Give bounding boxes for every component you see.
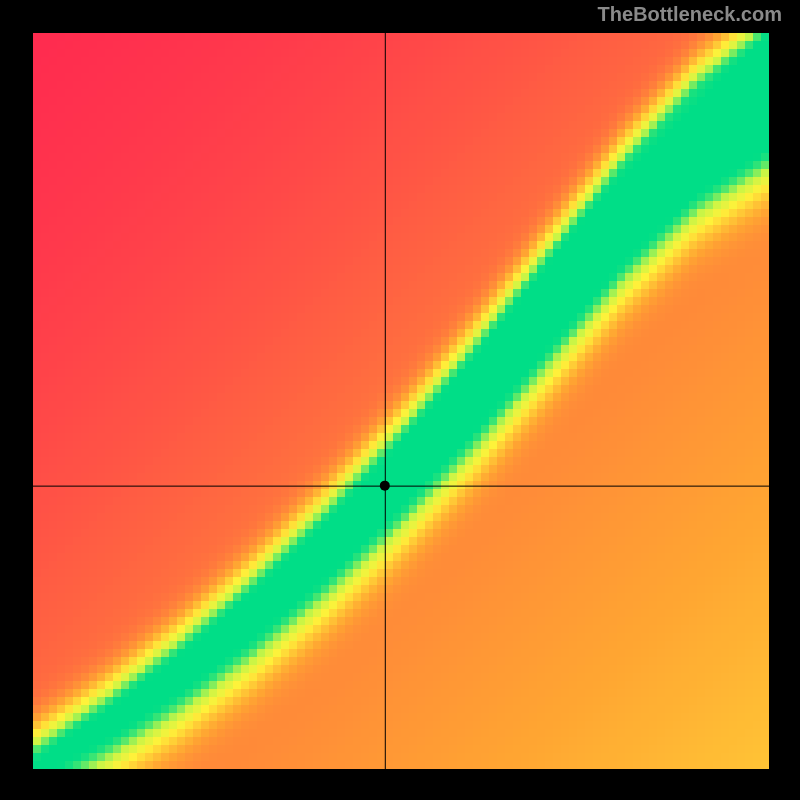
heatmap-canvas (33, 33, 769, 769)
watermark-text: TheBottleneck.com (598, 4, 782, 27)
heatmap-plot (33, 33, 769, 769)
